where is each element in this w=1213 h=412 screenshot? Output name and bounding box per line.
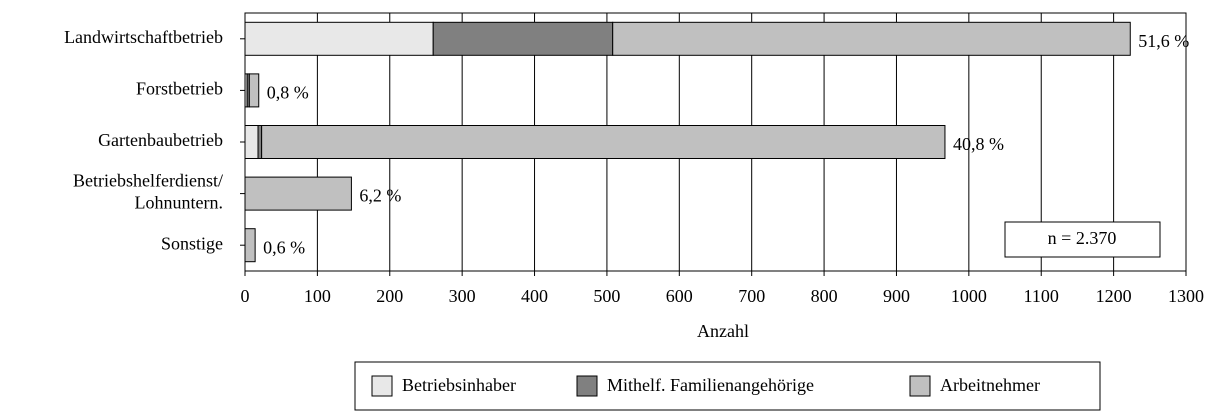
x-axis-label: Anzahl — [697, 321, 749, 341]
x-tick-label: 1100 — [1024, 286, 1059, 306]
x-tick-label: 300 — [449, 286, 476, 306]
legend-label: Arbeitnehmer — [940, 375, 1040, 395]
bar-segment — [244, 176, 352, 211]
legend-swatch — [909, 375, 931, 397]
y-tick-label: Landwirtschaftbetrieb — [64, 27, 223, 47]
legend-label: Mithelf. Familienangehörige — [607, 375, 814, 395]
x-tick-label: 1000 — [951, 286, 987, 306]
bar-segment — [432, 21, 614, 56]
bar-segment — [244, 21, 434, 56]
share-label: 40,8 % — [953, 134, 1004, 154]
x-tick-label: 0 — [241, 286, 250, 306]
x-tick-label: 100 — [304, 286, 331, 306]
legend-label: Betriebsinhaber — [402, 375, 516, 395]
y-tick-label: Sonstige — [161, 233, 223, 253]
legend-swatch — [576, 375, 598, 397]
x-tick-label: 1300 — [1168, 286, 1204, 306]
share-label: 0,6 % — [263, 237, 305, 257]
y-tick-label: Forstbetrieb — [136, 79, 223, 99]
share-label: 6,2 % — [359, 186, 401, 206]
annotation: n = 2.370 — [1048, 228, 1117, 248]
x-tick-label: 400 — [521, 286, 548, 306]
x-tick-label: 700 — [738, 286, 765, 306]
bar-segment — [244, 125, 259, 159]
share-label: 51,6 % — [1138, 31, 1189, 51]
x-tick-label: 600 — [666, 286, 693, 306]
x-tick-label: 900 — [883, 286, 910, 306]
bar-segment — [612, 21, 1131, 56]
share-label: 0,8 % — [267, 83, 309, 103]
bar-segment — [248, 73, 260, 108]
bar-segment — [261, 125, 946, 159]
x-tick-label: 200 — [376, 286, 403, 306]
x-tick-label: 800 — [811, 286, 838, 306]
annotation-box — [1004, 221, 1161, 258]
x-tick-label: 500 — [593, 286, 620, 306]
legend-swatch — [371, 375, 393, 397]
x-tick-label: 1200 — [1096, 286, 1132, 306]
legend-box — [354, 361, 1101, 411]
y-tick-label: Gartenbaubetrieb — [98, 130, 223, 150]
bar-segment — [257, 125, 263, 159]
bar-segment — [244, 228, 256, 263]
y-tick-label: Betriebshelferdienst/Lohnuntern. — [73, 171, 223, 213]
